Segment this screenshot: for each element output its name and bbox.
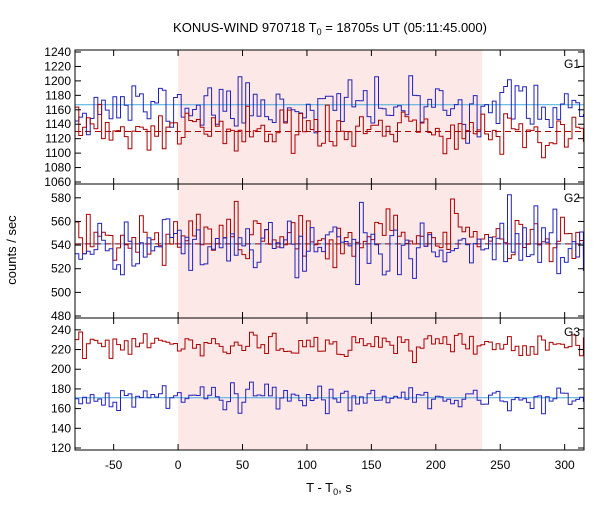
panel-g1-ytick-label: 1240: [44, 45, 71, 59]
panel-g3-ytick-label: 160: [51, 402, 71, 416]
shaded-interval: [178, 50, 483, 450]
panel-g1-ytick-label: 1120: [45, 132, 71, 146]
panel-g1-series-blue: [75, 75, 584, 144]
panel-g2-label: G2: [564, 191, 580, 205]
panel-g2-ytick-label: 540: [51, 238, 71, 252]
panel-g2-ytick-label: 580: [51, 191, 71, 205]
frame-layer: [74, 49, 585, 451]
series-layer: [75, 75, 584, 415]
xtick-label: 100: [297, 458, 317, 472]
panel-g3-ytick-label: 140: [51, 421, 71, 435]
panel-g1-label: G1: [564, 57, 580, 71]
panel-g2-ytick-label: 480: [51, 309, 71, 323]
panel-g2-ytick-label: 500: [51, 285, 71, 299]
xtick-label: 50: [236, 458, 250, 472]
panel-g1-ytick-label: 1140: [45, 117, 71, 131]
chart-title: KONUS-WIND 970718 T0 = 18705s UT (05:11:…: [173, 20, 487, 37]
panel-g3-ytick-label: 220: [51, 343, 71, 357]
panel-g1-ytick-label: 1160: [45, 103, 71, 117]
xtick-label: 300: [555, 458, 575, 472]
panel-g2-ytick-label: 560: [51, 214, 71, 228]
panel-g1-ytick-label: 1100: [45, 146, 71, 160]
panel-g3-series-red: [75, 331, 584, 363]
x-axis-title: T - T0, s: [306, 480, 352, 497]
panel-g2-series-red: [75, 198, 584, 269]
panel-g2-ytick-label: 520: [51, 262, 71, 276]
y-axis-title: counts / sec: [4, 215, 19, 285]
panel-g3-ytick-label: 180: [51, 382, 71, 396]
panel-g1-ytick-label: 1080: [44, 161, 71, 175]
xtick-label: 0: [175, 458, 182, 472]
panel-g1-ytick-label: 1180: [45, 88, 71, 102]
text-layer: 1060108011001120114011601180120012201240…: [4, 20, 580, 497]
panel-g3-ytick-label: 200: [51, 362, 71, 376]
panel-g1-series-red: [75, 103, 584, 159]
panel-g3-label: G3: [564, 325, 580, 339]
panel-g3-ytick-label: 120: [51, 441, 71, 455]
xtick-label: 200: [426, 458, 446, 472]
xtick-label: 250: [490, 458, 510, 472]
panel-g1-ytick-label: 1200: [44, 74, 71, 88]
panel-g1-ytick-label: 1220: [44, 59, 71, 73]
panel-g2-series-blue: [75, 194, 584, 285]
panel-g3-ytick-label: 240: [51, 323, 71, 337]
panel-g1-ytick-label: 1060: [44, 175, 71, 189]
shaded-interval-layer: [178, 50, 483, 450]
panel-g3-frame: [74, 317, 585, 451]
xtick-label: 150: [361, 458, 381, 472]
panel-g3-series-blue: [75, 381, 584, 415]
xtick-label: -50: [105, 458, 123, 472]
